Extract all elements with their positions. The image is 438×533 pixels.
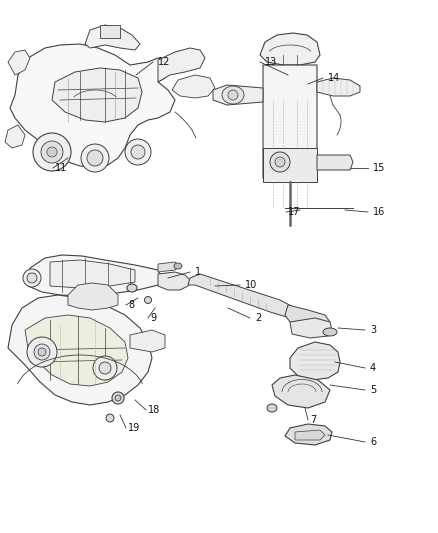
- Polygon shape: [158, 48, 205, 82]
- Text: 7: 7: [310, 415, 316, 425]
- Text: 9: 9: [150, 313, 156, 323]
- Polygon shape: [172, 75, 215, 98]
- Polygon shape: [263, 65, 317, 182]
- Ellipse shape: [115, 395, 121, 401]
- Ellipse shape: [81, 144, 109, 172]
- Polygon shape: [8, 295, 152, 405]
- Polygon shape: [295, 430, 325, 440]
- Polygon shape: [260, 33, 320, 65]
- Ellipse shape: [125, 139, 151, 165]
- Ellipse shape: [270, 152, 290, 172]
- Ellipse shape: [112, 392, 124, 404]
- Polygon shape: [10, 44, 175, 168]
- Polygon shape: [290, 342, 340, 380]
- Ellipse shape: [34, 344, 50, 360]
- Polygon shape: [68, 283, 118, 310]
- Polygon shape: [158, 262, 180, 272]
- Polygon shape: [100, 25, 120, 38]
- Polygon shape: [8, 50, 30, 75]
- Ellipse shape: [38, 348, 46, 356]
- Polygon shape: [317, 78, 360, 96]
- Text: 3: 3: [370, 325, 376, 335]
- Text: 17: 17: [288, 207, 300, 217]
- Ellipse shape: [222, 86, 244, 104]
- Text: 6: 6: [370, 437, 376, 447]
- Ellipse shape: [47, 147, 57, 157]
- Polygon shape: [285, 424, 332, 445]
- Ellipse shape: [275, 157, 285, 167]
- Text: 15: 15: [373, 163, 385, 173]
- Polygon shape: [285, 305, 330, 330]
- Text: 10: 10: [245, 280, 257, 290]
- Polygon shape: [28, 255, 162, 296]
- Ellipse shape: [27, 337, 57, 367]
- Ellipse shape: [93, 356, 117, 380]
- Polygon shape: [52, 68, 142, 122]
- Polygon shape: [263, 148, 317, 182]
- Polygon shape: [188, 274, 295, 318]
- Polygon shape: [25, 315, 128, 386]
- Polygon shape: [85, 25, 140, 50]
- Text: 5: 5: [370, 385, 376, 395]
- Ellipse shape: [33, 133, 71, 171]
- Text: 14: 14: [328, 73, 340, 83]
- Ellipse shape: [87, 150, 103, 166]
- Text: 11: 11: [55, 163, 67, 173]
- Text: 12: 12: [158, 57, 170, 67]
- Ellipse shape: [228, 90, 238, 100]
- Polygon shape: [317, 155, 353, 170]
- Text: 19: 19: [128, 423, 140, 433]
- Ellipse shape: [127, 284, 137, 292]
- Ellipse shape: [323, 328, 337, 336]
- Polygon shape: [290, 318, 332, 338]
- Ellipse shape: [23, 269, 41, 287]
- Ellipse shape: [267, 404, 277, 412]
- Polygon shape: [272, 375, 330, 408]
- Text: 13: 13: [265, 57, 277, 67]
- Text: 8: 8: [128, 300, 134, 310]
- Text: 18: 18: [148, 405, 160, 415]
- Polygon shape: [213, 85, 263, 105]
- Ellipse shape: [106, 414, 114, 422]
- Polygon shape: [50, 260, 135, 288]
- Polygon shape: [5, 125, 25, 148]
- Text: 2: 2: [255, 313, 261, 323]
- Text: 16: 16: [373, 207, 385, 217]
- Ellipse shape: [131, 145, 145, 159]
- Ellipse shape: [27, 273, 37, 283]
- Polygon shape: [158, 272, 190, 290]
- Text: 4: 4: [370, 363, 376, 373]
- Text: 1: 1: [195, 267, 201, 277]
- Ellipse shape: [41, 141, 63, 163]
- Polygon shape: [130, 330, 165, 352]
- Ellipse shape: [174, 263, 182, 269]
- Ellipse shape: [145, 296, 152, 303]
- Ellipse shape: [99, 362, 111, 374]
